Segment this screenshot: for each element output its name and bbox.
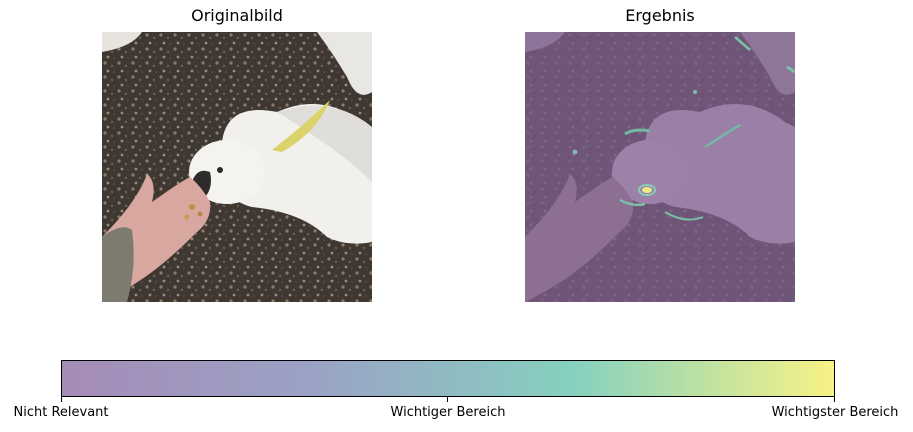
result-heatmap-image <box>525 32 795 302</box>
colorbar-tick-max <box>834 397 835 402</box>
colorbar-tick-mid <box>447 397 448 402</box>
colorbar-label-mid: Wichtiger Bereich <box>390 405 506 420</box>
colorbar <box>61 360 835 397</box>
colorbar-label-max: Wichtigster Bereich <box>771 405 899 420</box>
colorbar-tick-min <box>61 397 62 402</box>
result-image-title: Ergebnis <box>625 6 695 25</box>
colorbar-label-min: Nicht Relevant <box>13 405 109 420</box>
original-image <box>102 32 372 302</box>
original-image-title: Originalbild <box>191 6 283 25</box>
